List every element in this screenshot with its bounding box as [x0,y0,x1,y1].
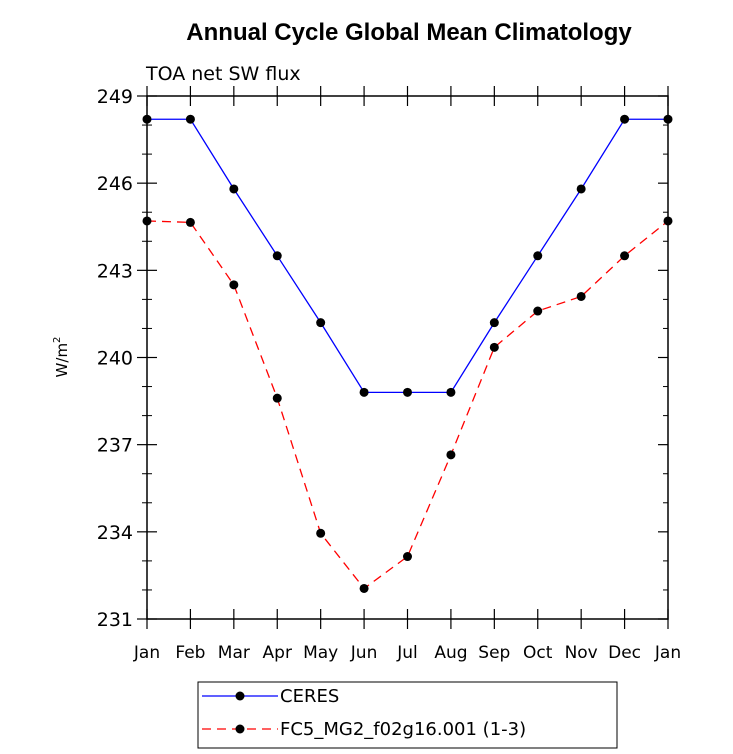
series-2-point [533,306,543,316]
series-1-point [229,184,239,194]
chart-subtitle: TOA net SW flux [145,63,301,85]
series-line-1 [147,118,668,394]
series-1-point [576,184,586,194]
x-tick-label: Mar [218,643,250,663]
x-tick-label: Jul [396,643,418,663]
series-2-point [446,450,456,460]
series-2-point [316,528,326,538]
y-tick-label: 240 [97,348,133,370]
y-tick-label: 237 [97,435,133,457]
series-1-point [403,387,412,397]
series-1-point [185,114,195,124]
x-tick-label: Nov [565,643,598,663]
series-2-point [229,280,239,290]
series-1-point [142,114,152,124]
x-tick-label: Jan [654,643,681,663]
x-tick-label: May [303,643,338,663]
series-2-point [185,217,195,227]
y-axis-label: W/m2 [52,337,71,378]
legend-marker-2 [235,724,245,734]
series-2-point [620,251,630,261]
x-tick-label: Jan [133,643,160,663]
series-1-point [359,387,369,397]
series-2-point [142,216,152,226]
series-line-2 [146,220,669,590]
y-tick-label: 231 [97,609,133,631]
series-1-point [489,318,499,328]
series-1-point [663,114,673,124]
x-tick-label: Apr [263,643,292,663]
x-tick-label: Dec [608,643,641,663]
y-tick-labels: 231 234 237 240 243 246 249 [97,86,133,631]
series-1-point [316,318,326,328]
chart-title: Annual Cycle Global Mean Climatology [186,19,632,46]
x-tick-label: Oct [523,643,553,663]
ticks [137,86,669,629]
series-lines [146,118,669,590]
series-2-point [272,393,282,403]
x-tick-label: Feb [175,643,205,663]
y-tick-label: 249 [97,86,133,108]
series-2-point [489,342,499,352]
legend-entries: CERES FC5_MG2_f02g16.001 (1-3) [202,686,526,740]
series-2-point [576,291,586,301]
legend: CERES FC5_MG2_f02g16.001 (1-3) [197,681,618,749]
series-1-point [446,387,456,397]
x-tick-label: Sep [478,643,510,663]
legend-marker-1 [235,691,245,701]
x-tick-labels: Jan Feb Mar Apr May Jun Jul Aug Sep Oct Nov Dec Jan [133,643,681,663]
series-points [142,114,673,593]
y-tick-label: 243 [97,260,133,282]
x-tick-label: Jun [350,643,378,663]
series-2-point [403,552,412,562]
y-tick-label: 246 [97,173,133,195]
x-tick-label: Aug [434,643,467,663]
series-2-point [663,216,673,226]
legend-label-1: CERES [280,686,339,707]
plot-area: 231 234 237 240 243 246 249 Jan Feb Mar Apr May Jun… [97,86,681,663]
legend-box [197,681,618,749]
series-1-point [533,251,543,261]
y-tick-label: 234 [97,522,133,544]
series-1-point [272,251,282,261]
series-2-point [359,583,369,593]
series-1-point [620,114,630,124]
legend-label-2: FC5_MG2_f02g16.001 (1-3) [280,719,526,740]
